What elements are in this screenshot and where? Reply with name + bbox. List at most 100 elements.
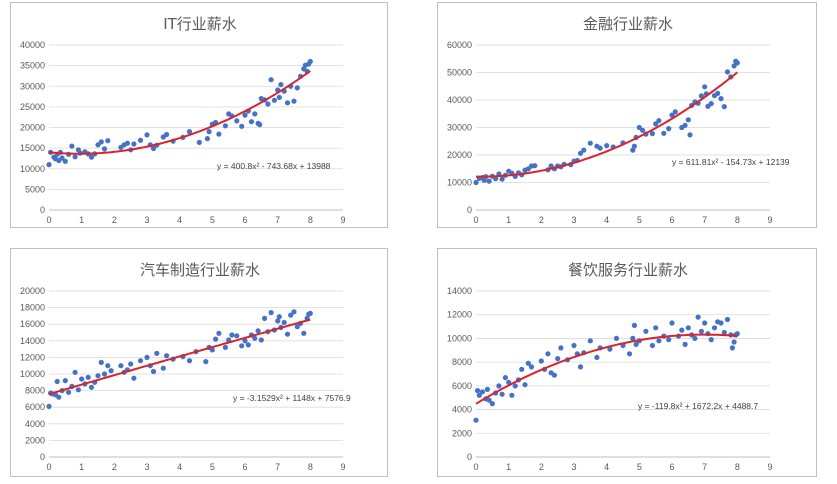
- y-tick-label: 40000: [447, 95, 472, 105]
- data-point: [702, 84, 708, 90]
- data-point: [555, 356, 561, 362]
- data-point: [101, 146, 108, 152]
- data-point: [62, 158, 68, 164]
- x-tick-label: 6: [242, 215, 247, 225]
- data-point: [545, 351, 551, 357]
- x-tick-label: 9: [340, 462, 345, 472]
- y-tick-label: 6000: [25, 402, 45, 412]
- data-point: [248, 119, 255, 125]
- data-point: [262, 315, 268, 321]
- data-point: [255, 328, 261, 334]
- data-point: [698, 93, 704, 99]
- y-tick-label: 0: [467, 205, 472, 215]
- data-point: [257, 122, 263, 128]
- data-point: [718, 320, 724, 326]
- y-tick-label: 8000: [452, 357, 472, 367]
- y-tick-label: 15000: [20, 143, 45, 153]
- data-point: [278, 82, 284, 88]
- y-tick-label: 30000: [447, 123, 472, 133]
- y-tick-label: 10000: [447, 178, 472, 188]
- data-point: [687, 132, 693, 138]
- y-tick-label: 20000: [20, 286, 45, 296]
- data-point: [522, 382, 528, 388]
- x-tick-label: 6: [669, 462, 674, 472]
- data-point: [234, 118, 240, 124]
- data-point: [105, 138, 111, 144]
- y-tick-label: 18000: [20, 303, 45, 313]
- data-point: [222, 123, 228, 129]
- data-point: [291, 309, 297, 315]
- data-point: [209, 347, 215, 353]
- data-point: [528, 364, 535, 370]
- data-point: [284, 331, 291, 337]
- y-tick-label: 50000: [447, 68, 472, 78]
- data-point: [72, 369, 78, 375]
- data-point: [509, 392, 515, 398]
- x-tick-label: 8: [308, 462, 313, 472]
- data-point: [581, 147, 587, 153]
- data-point: [475, 388, 481, 394]
- data-point: [679, 327, 685, 333]
- y-tick-label: 30000: [20, 81, 45, 91]
- y-tick-label: 20000: [447, 150, 472, 160]
- x-tick-label: 9: [340, 215, 345, 225]
- trendline-equation: y = 611.81x² - 154.73x + 12139: [672, 157, 790, 167]
- data-point: [626, 351, 633, 357]
- data-point: [631, 322, 637, 328]
- data-point: [685, 325, 691, 331]
- data-point: [245, 342, 251, 348]
- data-point: [275, 318, 281, 324]
- x-tick-label: 8: [735, 462, 740, 472]
- data-point: [695, 314, 701, 320]
- data-point: [721, 329, 727, 336]
- data-point: [239, 343, 245, 349]
- data-point: [234, 333, 240, 339]
- trendline: [48, 318, 311, 396]
- data-point: [630, 335, 636, 341]
- data-point: [144, 132, 150, 138]
- data-point: [164, 353, 170, 359]
- x-tick-label: 0: [473, 215, 478, 225]
- data-point: [131, 141, 137, 147]
- data-point: [493, 176, 499, 182]
- data-point: [698, 328, 704, 334]
- x-tick-label: 7: [702, 215, 707, 225]
- data-point: [479, 389, 486, 395]
- data-point: [551, 372, 557, 378]
- data-point: [242, 112, 248, 118]
- data-point: [656, 338, 662, 344]
- data-point: [486, 397, 492, 403]
- trendline: [475, 333, 738, 405]
- data-point: [98, 139, 104, 145]
- data-point: [59, 155, 65, 161]
- data-point: [271, 97, 277, 103]
- data-point: [666, 126, 672, 132]
- x-tick-label: 6: [669, 215, 674, 225]
- trendline-equation: y = -119.8x² + 1672.2x + 4488.7: [638, 401, 758, 411]
- data-point: [631, 143, 637, 149]
- data-point: [131, 375, 137, 381]
- data-point: [276, 94, 282, 100]
- data-point: [56, 394, 62, 400]
- data-point: [216, 131, 222, 137]
- data-point: [708, 337, 714, 343]
- data-point: [204, 136, 210, 142]
- chart-title: 餐饮服务行业薪水: [568, 261, 688, 279]
- x-tick-label: 1: [506, 462, 511, 472]
- y-tick-label: 40000: [20, 40, 45, 50]
- data-point: [731, 339, 737, 345]
- data-point: [164, 131, 170, 138]
- data-point: [538, 358, 544, 364]
- data-point: [284, 100, 291, 106]
- x-tick-label: 1: [79, 462, 84, 472]
- data-point: [571, 342, 577, 349]
- x-tick-label: 3: [571, 215, 576, 225]
- x-tick-label: 4: [604, 462, 609, 472]
- data-point: [46, 162, 52, 168]
- x-tick-label: 9: [767, 215, 772, 225]
- data-point: [708, 101, 714, 107]
- y-tick-label: 14000: [20, 336, 45, 346]
- data-point: [489, 401, 495, 407]
- data-point: [724, 69, 731, 75]
- chart-panel-it: IT行业薪水 0 5000 10000 15000 20000 25000 30000 350…: [10, 2, 388, 228]
